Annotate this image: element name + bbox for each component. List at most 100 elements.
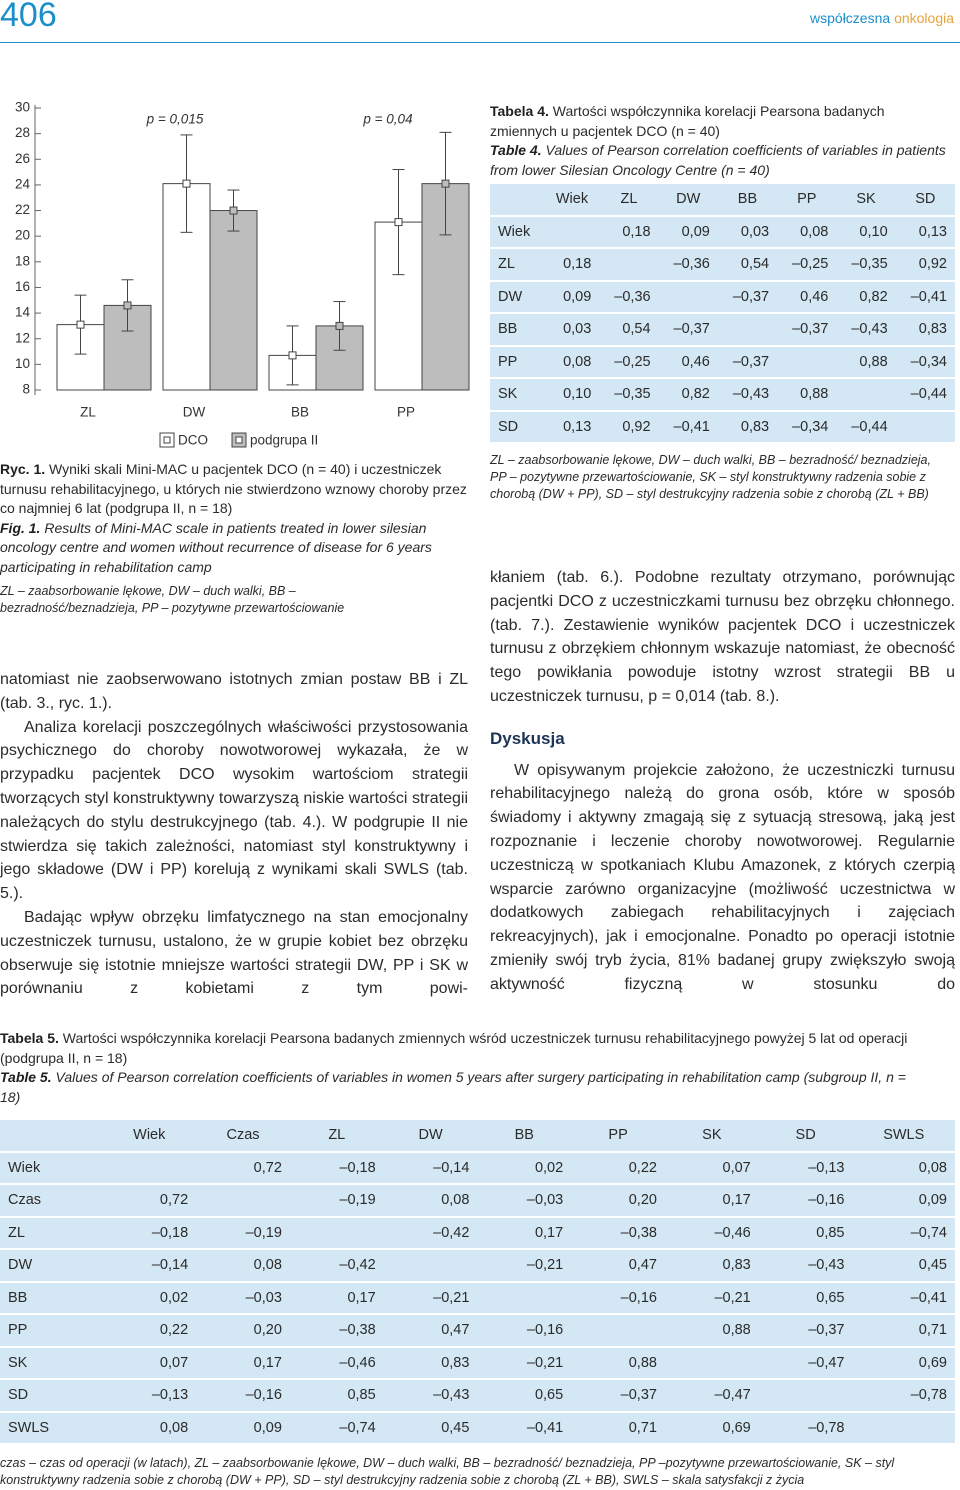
caption-text: Results of Mini-MAC scale in patients tr… bbox=[0, 519, 432, 575]
table-cell: 0,65 bbox=[758, 1280, 853, 1314]
right-column: kłaniem (tab. 6.). Podobne rezultaty otr… bbox=[490, 566, 955, 997]
table-cell: –0,46 bbox=[289, 1345, 384, 1379]
caption-label: Table 4. bbox=[490, 142, 542, 158]
row-label: DW bbox=[0, 1248, 103, 1282]
table-cell: –0,35 bbox=[836, 247, 896, 281]
paragraph: W opisywanym projekcie założono, że ucze… bbox=[490, 761, 955, 993]
empty-cell bbox=[196, 1183, 290, 1217]
table-cell: –0,44 bbox=[836, 409, 896, 442]
table-cell: –0,44 bbox=[895, 377, 955, 411]
table-cell: 0,88 bbox=[664, 1313, 759, 1347]
table-cell: –0,43 bbox=[383, 1378, 478, 1412]
table-cell: 0,07 bbox=[102, 1345, 197, 1379]
column-header: SWLS bbox=[883, 1127, 925, 1144]
table-cell: 0,72 bbox=[196, 1150, 290, 1184]
row-label: SK bbox=[0, 1345, 103, 1379]
annotation: p = 0,04 bbox=[362, 112, 412, 127]
row-label: ZL bbox=[0, 1215, 103, 1249]
column-header: PP bbox=[797, 191, 817, 208]
row-label: Wiek bbox=[0, 1150, 103, 1184]
table-cell: 0,13 bbox=[895, 214, 955, 248]
y-tick-label: 22 bbox=[15, 202, 30, 217]
table-5-caption: Tabela 5. Wartości współczynnika korelac… bbox=[0, 1029, 955, 1107]
table-cell: 0,82 bbox=[836, 279, 896, 313]
column-header: DW bbox=[418, 1127, 443, 1144]
table-cell: 0,17 bbox=[664, 1183, 759, 1217]
table-cell: –0,41 bbox=[852, 1280, 955, 1314]
table-cell: –0,34 bbox=[895, 344, 955, 378]
caption-en: Table 5. Values of Pearson correlation c… bbox=[0, 1068, 920, 1107]
table-cell: –0,21 bbox=[477, 1345, 572, 1379]
table-row: ZL –0,18 –0,19 –0,42 0,17 –0,38 –0,46 0,85 –0,74 bbox=[0, 1215, 955, 1249]
column-header: SD bbox=[915, 191, 936, 208]
table-cell: –0,43 bbox=[836, 312, 896, 346]
row-label: PP bbox=[0, 1313, 103, 1347]
table-cell: –0,38 bbox=[571, 1215, 665, 1249]
y-tick-label: 24 bbox=[15, 176, 31, 191]
table-row: ZL 0,18 –0,36 0,54 –0,25 –0,35 0,92 bbox=[490, 247, 955, 281]
y-tick-label: 18 bbox=[15, 253, 30, 268]
row-label: SD bbox=[490, 409, 545, 442]
table-row: DW 0,09 –0,36 –0,37 0,46 0,82 –0,41 bbox=[490, 279, 955, 313]
y-tick-label: 14 bbox=[15, 305, 31, 320]
table-cell: 0,02 bbox=[477, 1150, 572, 1184]
table-cell: 0,46 bbox=[777, 279, 837, 313]
caption-en: Table 4. Values of Pearson correlation c… bbox=[490, 141, 955, 180]
table-cell: 0,92 bbox=[895, 247, 955, 281]
y-tick-label: 20 bbox=[15, 228, 30, 243]
table-cell: –0,74 bbox=[289, 1410, 384, 1443]
table-cell: 0,09 bbox=[658, 214, 718, 248]
caption-text: Values of Pearson correlation coefficien… bbox=[490, 142, 946, 178]
table-row: DW –0,14 0,08 –0,42 –0,21 0,47 0,83 –0,43 0,45 bbox=[0, 1248, 955, 1282]
table-cell: –0,37 bbox=[658, 312, 718, 346]
table-cell: 0,83 bbox=[717, 409, 778, 442]
table-cell: –0,37 bbox=[777, 312, 837, 346]
row-label: PP bbox=[490, 344, 545, 378]
empty-cell bbox=[758, 1378, 853, 1412]
table-cell: 0,07 bbox=[664, 1150, 759, 1184]
table-cell: –0,18 bbox=[289, 1150, 384, 1184]
table-cell: 0,10 bbox=[544, 377, 600, 411]
table-cell: –0,03 bbox=[196, 1280, 290, 1314]
table-cell: 0,18 bbox=[599, 214, 659, 248]
table-cell: 0,08 bbox=[102, 1410, 197, 1443]
table-cell: 0,45 bbox=[852, 1248, 955, 1282]
chart: 8 10 12 14 16 18 20 22 24 26 28 30 ZL DW BB PP p = 0,015… bbox=[15, 100, 470, 448]
caption-label: Table 5. bbox=[0, 1069, 52, 1085]
table-cell: –0,74 bbox=[852, 1215, 955, 1249]
table-row: Wiek 0,72 –0,18 –0,14 0,02 0,22 0,07 –0,13 0,08 bbox=[0, 1150, 955, 1184]
empty-cell bbox=[571, 1313, 665, 1347]
table-cell: –0,42 bbox=[289, 1248, 384, 1282]
column-header: ZL bbox=[328, 1127, 346, 1144]
table-cell: 0,20 bbox=[196, 1313, 290, 1347]
table-cell: –0,37 bbox=[758, 1313, 853, 1347]
empty-cell bbox=[599, 247, 659, 281]
table-cell: –0,78 bbox=[758, 1410, 853, 1443]
table-cell: 0,18 bbox=[544, 247, 600, 281]
table-row: SK 0,07 0,17 –0,46 0,83 –0,21 0,88 –0,47 0,69 bbox=[0, 1345, 955, 1379]
caption-note: ZL – zaabsorbowanie lękowe, DW – duch wa… bbox=[0, 584, 345, 615]
table-cell: 0,83 bbox=[664, 1248, 759, 1282]
y-tick-label: 8 bbox=[22, 382, 30, 397]
column-header: BB bbox=[737, 191, 758, 208]
table-4-note: ZL – zaabsorbowanie lękowe, DW – duch wa… bbox=[490, 453, 931, 501]
legend-swatch-inner bbox=[235, 436, 243, 444]
table-cell: –0,37 bbox=[571, 1378, 665, 1412]
table-cell: –0,43 bbox=[758, 1248, 853, 1282]
y-tick-label: 10 bbox=[15, 356, 30, 371]
table-cell: –0,38 bbox=[289, 1313, 384, 1347]
caption-pl: Tabela 5. Wartości współczynnika korelac… bbox=[0, 1029, 955, 1068]
empty-cell bbox=[836, 377, 896, 411]
table-5-note: czas – czas od operacji (w latach), ZL –… bbox=[0, 1456, 895, 1487]
y-tick-label: 26 bbox=[15, 151, 30, 166]
y-tick-label: 16 bbox=[15, 279, 30, 294]
bar bbox=[209, 210, 258, 391]
column-header: SD bbox=[795, 1127, 816, 1144]
table-cell: 0,09 bbox=[544, 279, 600, 313]
table-cell: 0,85 bbox=[289, 1378, 384, 1412]
empty-cell bbox=[717, 312, 778, 346]
table-cell: 0,71 bbox=[571, 1410, 665, 1443]
empty-cell bbox=[658, 279, 718, 313]
empty-cell bbox=[102, 1150, 197, 1184]
